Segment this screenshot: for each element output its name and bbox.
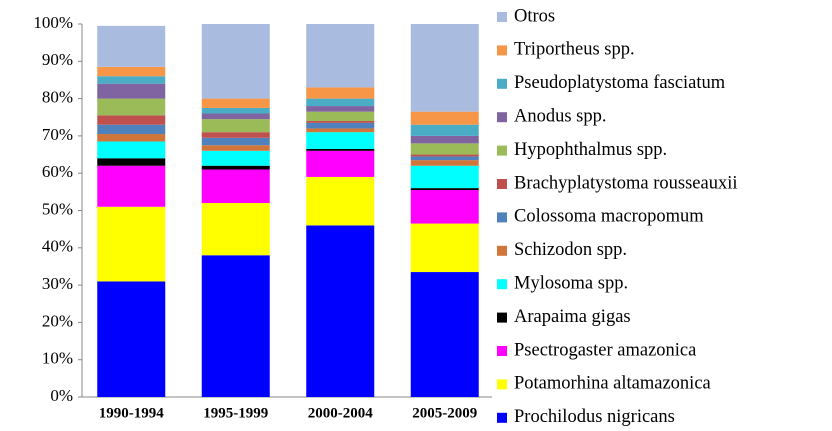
legend-label: Prochilodus nigricans — [514, 407, 675, 427]
x-tick-label: 2005-2009 — [412, 405, 477, 421]
bar-segment — [201, 132, 270, 138]
bar-segment — [97, 66, 166, 77]
bar-segment — [201, 145, 270, 151]
bar-segment — [97, 83, 166, 99]
bar-segment — [97, 134, 166, 142]
bar-segment — [97, 158, 166, 166]
legend-swatch — [497, 179, 507, 189]
legend-swatch — [497, 45, 507, 56]
legend-swatch — [497, 279, 507, 290]
bar-segment — [410, 111, 479, 125]
legend-label: Psectrogaster amazonica — [514, 340, 696, 360]
legend-swatch — [497, 312, 507, 323]
bar-segment — [97, 115, 166, 125]
legend-label: Arapaima gigas — [514, 307, 631, 327]
legend-label: Pseudoplatystoma fasciatum — [514, 73, 726, 93]
bar-segment — [201, 255, 270, 397]
bar-segment — [97, 98, 166, 116]
bar-segment — [410, 143, 479, 155]
bar-segment — [410, 189, 479, 224]
x-tick-label: 2000-2004 — [308, 405, 373, 421]
bar-segment — [410, 24, 479, 112]
bar-segment — [410, 156, 479, 161]
bar-segment — [306, 176, 375, 226]
legend-swatch — [497, 412, 507, 423]
bar-segment — [201, 165, 270, 170]
y-tick-label: 40% — [42, 237, 73, 256]
x-tick-label: 1990-1994 — [99, 405, 164, 421]
bar-segment — [306, 87, 375, 99]
bar-segment — [306, 24, 375, 88]
bar-segment — [201, 107, 270, 114]
bar-segment — [410, 165, 479, 189]
legend-label: Hypophthalmus spp. — [514, 140, 667, 160]
legend-swatch — [497, 245, 507, 256]
legend-swatch — [497, 78, 507, 89]
bar-segment — [97, 141, 166, 159]
legend-label: Otros — [514, 6, 555, 26]
bar-segment — [201, 113, 270, 120]
bar-segment — [410, 272, 479, 397]
bar-segment — [201, 119, 270, 133]
bar-segment — [410, 124, 479, 136]
bar-segment — [97, 124, 166, 135]
legend-swatch — [497, 12, 507, 22]
bar-segment — [201, 98, 270, 108]
bar-segment — [306, 150, 375, 177]
legend-label: Triportheus spp. — [514, 40, 635, 60]
y-tick-label: 50% — [42, 199, 73, 218]
bar-segment — [201, 203, 270, 256]
legend-swatch — [497, 145, 507, 156]
legend-label: Anodus spp. — [514, 106, 607, 126]
y-tick-label: 90% — [42, 50, 73, 69]
y-tick-label: 20% — [42, 311, 73, 330]
bar-segment — [201, 137, 270, 146]
bar-segment — [306, 111, 375, 121]
legend-swatch — [497, 112, 507, 123]
x-tick-label: 1995-1999 — [203, 405, 268, 421]
bar-segment — [306, 122, 375, 129]
bar-segment — [306, 225, 375, 397]
bar-segment — [97, 25, 166, 67]
bar-segment — [97, 165, 166, 207]
y-tick-label: 30% — [42, 274, 73, 293]
y-tick-label: 70% — [42, 125, 73, 144]
bar-segment — [410, 223, 479, 273]
bar-segment — [410, 188, 479, 190]
legend-label: Mylosoma spp. — [514, 273, 628, 293]
y-tick-label: 0% — [50, 386, 73, 405]
bar-segment — [306, 106, 375, 112]
bar-segment — [306, 120, 375, 123]
y-tick-label: 100% — [33, 13, 73, 32]
bar-segment — [201, 150, 270, 166]
legend-swatch — [497, 212, 507, 223]
bar-segment — [306, 148, 375, 151]
legend-swatch — [497, 379, 507, 390]
legend-label: Colossoma macropomum — [514, 207, 704, 227]
bar-segment — [410, 154, 479, 157]
bar-segment — [306, 98, 375, 107]
y-tick-label: 60% — [42, 162, 73, 181]
y-tick-label: 10% — [42, 349, 73, 368]
bar-segment — [97, 281, 166, 397]
bar-segment — [97, 76, 166, 84]
legend-label: Schizodon spp. — [514, 240, 627, 260]
bar-segment — [306, 132, 375, 149]
bar-segment — [306, 128, 375, 133]
legend-swatch — [497, 346, 507, 356]
legend-label: Potamorhina altamazonica — [514, 374, 711, 394]
y-tick-label: 80% — [42, 88, 73, 107]
bar-segment — [410, 160, 479, 166]
bar-segment — [410, 135, 479, 144]
bar-segment — [201, 24, 270, 99]
legend-label: Brachyplatystoma rousseauxii — [514, 173, 738, 193]
bar-segment — [97, 206, 166, 282]
bar-segment — [201, 169, 270, 204]
